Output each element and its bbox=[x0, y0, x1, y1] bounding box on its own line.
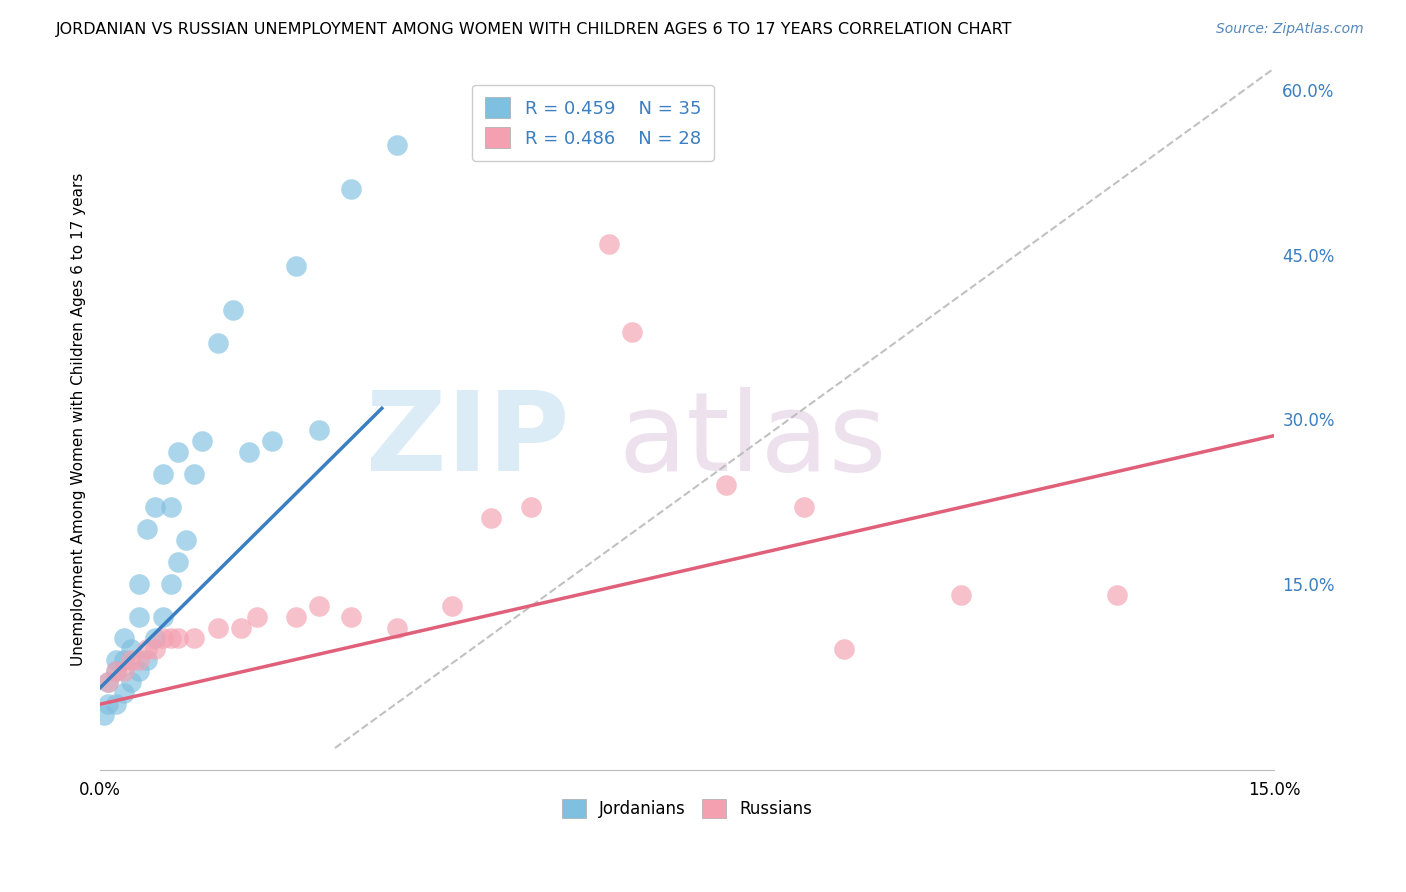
Point bbox=[284, 609, 307, 624]
Point bbox=[120, 653, 142, 667]
Point bbox=[152, 632, 174, 646]
Point bbox=[152, 609, 174, 624]
Point bbox=[284, 259, 307, 273]
Point bbox=[136, 522, 159, 536]
Point bbox=[174, 533, 197, 547]
Point bbox=[339, 182, 361, 196]
Point bbox=[128, 609, 150, 624]
Point bbox=[104, 665, 127, 679]
Point bbox=[152, 467, 174, 481]
Text: ZIP: ZIP bbox=[367, 387, 569, 494]
Point bbox=[120, 642, 142, 657]
Point bbox=[714, 478, 737, 492]
Point bbox=[97, 675, 120, 690]
Point bbox=[167, 632, 190, 646]
Point bbox=[207, 335, 229, 350]
Point bbox=[97, 675, 120, 690]
Point bbox=[1107, 588, 1129, 602]
Point bbox=[136, 653, 159, 667]
Text: JORDANIAN VS RUSSIAN UNEMPLOYMENT AMONG WOMEN WITH CHILDREN AGES 6 TO 17 YEARS C: JORDANIAN VS RUSSIAN UNEMPLOYMENT AMONG … bbox=[56, 22, 1012, 37]
Point bbox=[598, 236, 620, 251]
Point bbox=[387, 138, 409, 153]
Point bbox=[167, 445, 190, 459]
Point bbox=[112, 653, 135, 667]
Point bbox=[308, 599, 330, 613]
Point bbox=[104, 653, 127, 667]
Point bbox=[621, 325, 644, 339]
Point bbox=[159, 500, 181, 514]
Point bbox=[479, 511, 502, 525]
Point bbox=[262, 434, 284, 449]
Point bbox=[308, 423, 330, 437]
Point bbox=[949, 588, 972, 602]
Point bbox=[143, 632, 166, 646]
Point bbox=[104, 665, 127, 679]
Point bbox=[143, 642, 166, 657]
Point bbox=[793, 500, 815, 514]
Point bbox=[112, 665, 135, 679]
Point bbox=[238, 445, 260, 459]
Legend: Jordanians, Russians: Jordanians, Russians bbox=[555, 792, 818, 825]
Y-axis label: Unemployment Among Women with Children Ages 6 to 17 years: Unemployment Among Women with Children A… bbox=[72, 172, 86, 666]
Point bbox=[207, 620, 229, 634]
Point bbox=[159, 632, 181, 646]
Point bbox=[246, 609, 269, 624]
Point bbox=[222, 302, 245, 317]
Text: Source: ZipAtlas.com: Source: ZipAtlas.com bbox=[1216, 22, 1364, 37]
Point bbox=[832, 642, 855, 657]
Point bbox=[191, 434, 214, 449]
Text: atlas: atlas bbox=[619, 387, 887, 494]
Point bbox=[128, 653, 150, 667]
Point bbox=[441, 599, 464, 613]
Point bbox=[183, 467, 205, 481]
Point bbox=[112, 632, 135, 646]
Point bbox=[93, 708, 115, 723]
Point bbox=[519, 500, 541, 514]
Point bbox=[128, 576, 150, 591]
Point bbox=[143, 500, 166, 514]
Point bbox=[339, 609, 361, 624]
Point bbox=[167, 555, 190, 569]
Point bbox=[183, 632, 205, 646]
Point bbox=[97, 698, 120, 712]
Point bbox=[104, 698, 127, 712]
Point bbox=[120, 675, 142, 690]
Point bbox=[229, 620, 252, 634]
Point bbox=[159, 576, 181, 591]
Point bbox=[387, 620, 409, 634]
Point bbox=[128, 665, 150, 679]
Point bbox=[136, 642, 159, 657]
Point bbox=[112, 686, 135, 700]
